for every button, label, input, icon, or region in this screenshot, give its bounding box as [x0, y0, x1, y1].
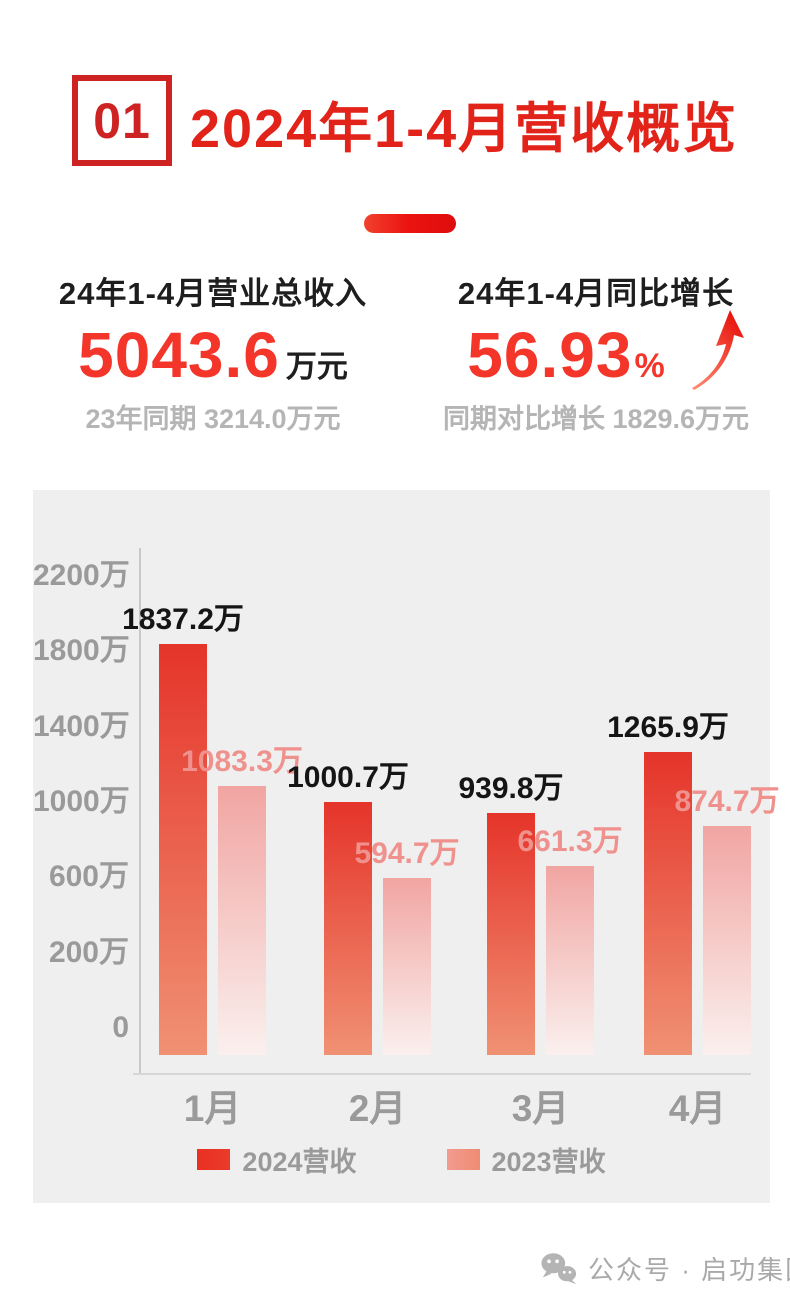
bar-value-label: 1837.2万 — [122, 603, 244, 637]
footer-credit: 公众号 · 启功集团 — [540, 1246, 790, 1290]
revenue-bar-chart: 2200万 1800万 1400万 1000万 600万 200万 0 1837.2万 1083… — [33, 490, 780, 1203]
legend-item-2024营收: 2024营收 — [197, 1140, 357, 1179]
growth-subtext: 同期对比增长 1829.6万元 — [442, 404, 750, 434]
x-axis-category-label: 3月 — [511, 1088, 570, 1129]
growth-value: 56.93 — [467, 319, 633, 391]
bar-value-label: 1000.7万 — [287, 760, 409, 794]
x-axis-category-label: 2月 — [348, 1088, 407, 1129]
y-axis-tick-label: 1400万 — [33, 709, 130, 743]
y-axis-line — [139, 548, 141, 1074]
x-axis-category-label: 4月 — [668, 1088, 727, 1129]
bar-2024营收-2月 — [324, 801, 372, 1055]
bar-value-label: 874.7万 — [674, 784, 780, 818]
x-axis-category-label: 1月 — [183, 1088, 242, 1129]
legend-item-2023营收: 2023营收 — [446, 1140, 606, 1179]
wechat-icon — [541, 1253, 577, 1285]
bar-2023营收-1月 — [218, 786, 266, 1055]
footer-text: 公众号 · 启功集团 — [588, 1254, 790, 1285]
bar-value-label: 939.8万 — [458, 772, 564, 806]
y-axis-tick-label: 0 — [112, 1010, 129, 1044]
legend-swatch — [197, 1149, 231, 1170]
growth-value-row: 56.93 % — [418, 317, 774, 393]
y-axis-tick-label: 1000万 — [33, 784, 130, 818]
legend-label: 2024营收 — [242, 1147, 357, 1177]
divider-pill — [364, 214, 456, 233]
total-revenue-subtext: 23年同期 3214.0万元 — [85, 404, 341, 434]
legend-label: 2023营收 — [491, 1147, 606, 1177]
bar-value-label: 1083.3万 — [181, 745, 303, 779]
bar-2024营收-3月 — [487, 813, 535, 1055]
bar-value-label: 661.3万 — [517, 824, 623, 858]
growth-unit: % — [634, 347, 665, 385]
x-axis-line — [133, 1073, 751, 1075]
bar-2023营收-3月 — [546, 865, 594, 1055]
trend-up-arrow-icon — [692, 310, 744, 390]
growth-label: 24年1-4月同比增长 — [457, 276, 735, 311]
bar-value-label: 1265.9万 — [607, 710, 729, 744]
bar-2023营收-2月 — [383, 878, 431, 1055]
page-title: 2024年1-4月营收概览 — [190, 99, 739, 159]
bar-2024营收-1月 — [159, 644, 207, 1055]
bar-2024营收-4月 — [644, 751, 692, 1055]
section-number-badge: 01 — [72, 75, 172, 166]
chart-legend: 2024营收 2023营收 — [33, 1140, 770, 1179]
bar-value-label: 594.7万 — [354, 837, 460, 871]
y-axis-tick-label: 2200万 — [33, 559, 130, 592]
y-axis-tick-label: 1800万 — [33, 634, 130, 668]
growth-stat: 24年1-4月同比增长 56.93 % 同期对比增长 1829.6万元 — [418, 268, 774, 436]
y-axis-tick-label: 200万 — [48, 935, 129, 969]
total-revenue-value: 5043.6 — [78, 319, 280, 391]
total-revenue-unit: 万元 — [285, 349, 348, 384]
legend-swatch — [446, 1149, 480, 1170]
total-revenue-label: 24年1-4月营业总收入 — [58, 276, 368, 311]
bar-2023营收-4月 — [703, 825, 751, 1055]
total-revenue-value-row: 5043.6 万元 — [28, 317, 398, 393]
y-axis-tick-label: 600万 — [48, 860, 129, 894]
total-revenue-stat: 24年1-4月营业总收入 5043.6 万元 23年同期 3214.0万元 — [28, 268, 398, 436]
